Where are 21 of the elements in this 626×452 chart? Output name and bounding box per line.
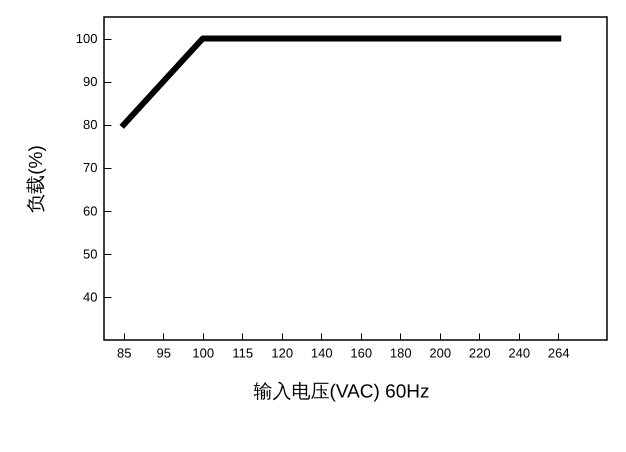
x-tick-label: 115 xyxy=(232,346,254,360)
y-tick-label: 60 xyxy=(83,203,98,218)
x-axis-title: 输入电压(VAC) 60Hz xyxy=(254,382,430,402)
x-tick-label: 120 xyxy=(271,346,294,360)
x-tick-label: 240 xyxy=(508,346,530,360)
x-tick-label: 85 xyxy=(117,346,132,360)
x-tick-label: 95 xyxy=(156,346,171,360)
y-tick-label: 100 xyxy=(76,31,98,46)
x-tick-label: 140 xyxy=(310,346,333,360)
y-tick-label: 70 xyxy=(83,160,98,176)
y-tick-label: 50 xyxy=(83,246,98,262)
x-tick-label: 220 xyxy=(468,346,491,360)
x-tick-label: 100 xyxy=(192,346,214,360)
x-tick-label: 264 xyxy=(548,346,570,360)
y-axis-title: 负载(%) xyxy=(26,145,47,213)
x-tick-label: 160 xyxy=(350,346,372,360)
x-tick-label: 180 xyxy=(390,346,412,360)
y-tick-label: 40 xyxy=(83,289,98,304)
y-tick-label: 80 xyxy=(83,117,98,132)
x-tick-label: 200 xyxy=(429,346,452,360)
y-tick-label: 90 xyxy=(83,74,98,90)
